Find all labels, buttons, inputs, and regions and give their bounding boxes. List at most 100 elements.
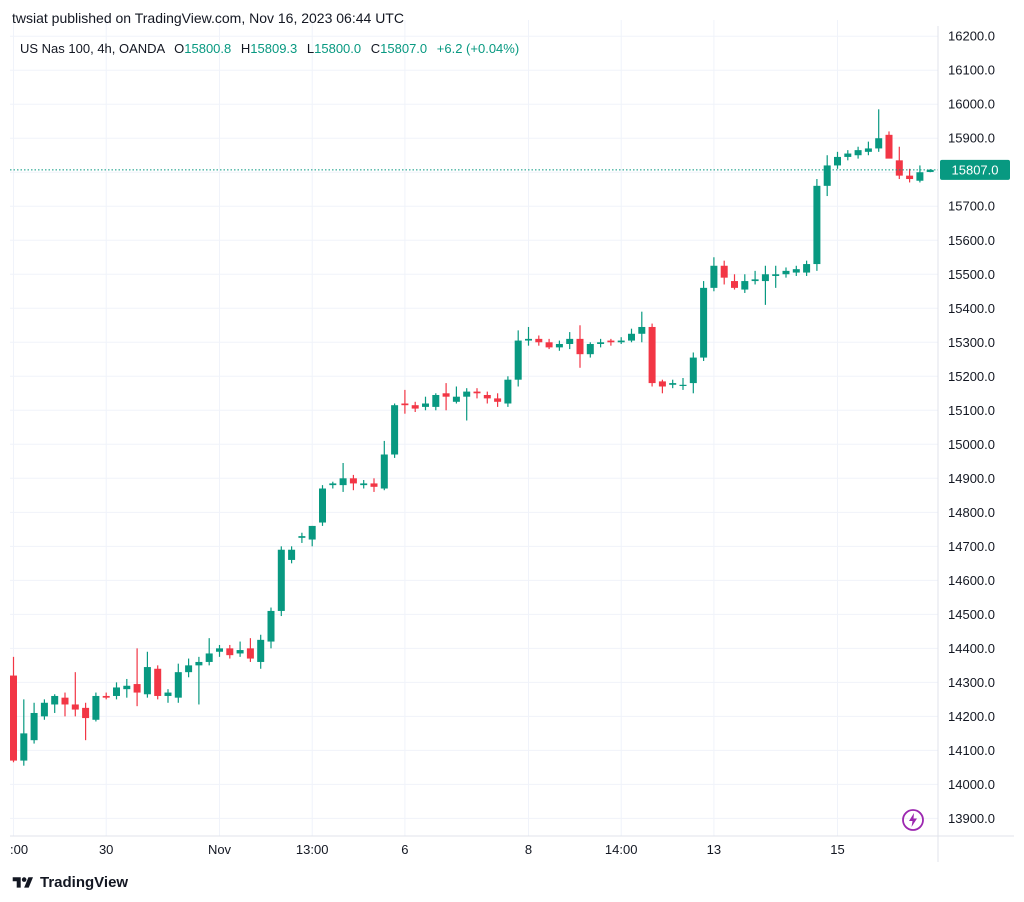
candle-body bbox=[298, 536, 306, 538]
time-tick-label: 30 bbox=[99, 842, 113, 857]
candle-body bbox=[617, 340, 625, 343]
candle-body bbox=[20, 733, 28, 761]
candle-body bbox=[803, 264, 811, 273]
candle-up bbox=[586, 342, 594, 358]
candle-body bbox=[267, 610, 275, 642]
candle-body bbox=[504, 379, 512, 404]
candle-body bbox=[782, 270, 790, 275]
candle-down bbox=[731, 274, 738, 290]
close-value: 15807.0 bbox=[380, 41, 428, 56]
candle-body bbox=[360, 483, 368, 486]
footer-brand[interactable]: TradingView bbox=[12, 874, 128, 891]
candle-body bbox=[710, 265, 718, 288]
candle-up bbox=[164, 689, 172, 703]
candle-down bbox=[483, 391, 491, 404]
candle-body bbox=[71, 704, 79, 710]
candle-body bbox=[875, 138, 883, 149]
candle-body bbox=[648, 326, 656, 384]
last-price-label: 15807.0 bbox=[952, 162, 999, 177]
candle-body bbox=[216, 648, 223, 652]
candle-down bbox=[226, 644, 234, 659]
candle-up bbox=[319, 485, 326, 526]
candle-up bbox=[174, 663, 182, 703]
candle-up bbox=[679, 377, 687, 390]
change-value: +6.2 (+0.04%) bbox=[436, 41, 520, 56]
candle-body bbox=[370, 483, 378, 487]
candle-body bbox=[422, 403, 429, 407]
candle-body bbox=[555, 343, 563, 348]
candle-body bbox=[380, 454, 388, 489]
candle-up bbox=[628, 328, 635, 343]
candle-body bbox=[133, 684, 141, 693]
candle-up bbox=[741, 274, 749, 293]
candle-body bbox=[61, 697, 69, 705]
candle-up bbox=[916, 165, 924, 183]
candle-body bbox=[813, 185, 821, 265]
candle-up bbox=[555, 340, 563, 351]
time-tick-label: 6 bbox=[401, 842, 408, 857]
candle-down bbox=[154, 665, 162, 700]
price-tick-label: 15000.0 bbox=[948, 437, 995, 452]
candle-up bbox=[514, 330, 522, 387]
candle-body bbox=[51, 695, 59, 705]
candle-body bbox=[607, 340, 615, 343]
candle-down bbox=[370, 478, 378, 492]
candle-body bbox=[885, 134, 893, 159]
candle-up bbox=[257, 634, 265, 669]
candle-up bbox=[504, 376, 512, 407]
lightning-bolt-icon[interactable] bbox=[901, 808, 925, 832]
price-tick-label: 15200.0 bbox=[948, 369, 995, 384]
low-value: 15800.0 bbox=[314, 41, 362, 56]
candle-up bbox=[40, 699, 48, 720]
price-tick-label: 14100.0 bbox=[948, 743, 995, 758]
candle-body bbox=[277, 549, 285, 611]
candle-body bbox=[658, 381, 666, 387]
candle-body bbox=[226, 648, 234, 656]
candle-down bbox=[473, 388, 481, 399]
price-tick-label: 14800.0 bbox=[948, 505, 995, 520]
candle-body bbox=[349, 478, 357, 484]
candle-up bbox=[20, 699, 28, 766]
candle-down bbox=[102, 692, 110, 700]
candle-body bbox=[82, 707, 90, 719]
candle-body bbox=[731, 281, 738, 288]
tradingview-logo-icon bbox=[12, 876, 33, 888]
candle-body bbox=[391, 405, 399, 455]
candle-up bbox=[339, 463, 347, 492]
candle-up bbox=[689, 352, 697, 394]
candle-body bbox=[442, 393, 450, 397]
candle-body bbox=[545, 342, 553, 348]
candle-body bbox=[720, 265, 728, 278]
candle-body bbox=[246, 648, 254, 659]
price-tick-label: 15700.0 bbox=[948, 199, 995, 214]
candle-up bbox=[30, 702, 38, 744]
published-by-text: twsiat published on TradingView.com, Nov… bbox=[12, 10, 404, 26]
candle-up bbox=[617, 337, 625, 344]
time-axis[interactable]: :00 30 Nov 13:00 6 8 14:00 13 15 bbox=[10, 835, 1014, 857]
time-tick-label: 8 bbox=[525, 842, 532, 857]
candle-body bbox=[164, 692, 172, 696]
candle-body bbox=[864, 148, 872, 152]
price-axis[interactable]: 16200.016100.016000.015900.015800.015700… bbox=[937, 26, 995, 862]
chart-legend: US Nas 100, 4h, OANDA O15800.8 H15809.3 … bbox=[20, 41, 519, 56]
candle-body bbox=[834, 156, 841, 166]
price-tick-label: 14600.0 bbox=[948, 573, 995, 588]
candle-body bbox=[123, 685, 131, 690]
candle-up bbox=[761, 265, 769, 305]
candle-up bbox=[638, 311, 646, 343]
price-tick-label: 15300.0 bbox=[948, 335, 995, 350]
candle-down bbox=[411, 401, 419, 412]
symbol-label[interactable]: US Nas 100, 4h, OANDA bbox=[20, 41, 165, 56]
price-tick-label: 14000.0 bbox=[948, 777, 995, 792]
candle-up bbox=[92, 692, 100, 722]
candle-body bbox=[463, 391, 471, 397]
candle-up bbox=[463, 388, 471, 421]
price-tick-label: 15500.0 bbox=[948, 267, 995, 282]
price-tick-label: 16100.0 bbox=[948, 63, 995, 78]
candle-body bbox=[669, 383, 677, 385]
candle-body bbox=[308, 525, 316, 540]
candle-down bbox=[71, 672, 79, 717]
low-label: L bbox=[306, 41, 315, 56]
candle-body bbox=[92, 695, 100, 720]
